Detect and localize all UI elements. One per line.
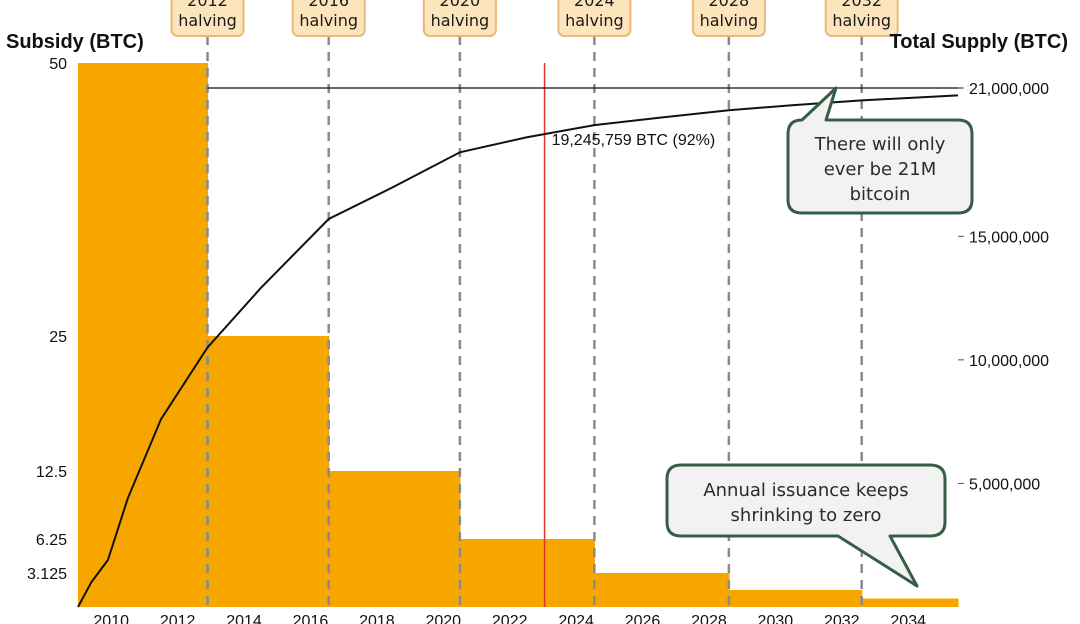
halving-label-year: 2028 (709, 0, 750, 10)
callout-issuance-line-2: shrinking to zero (731, 505, 882, 526)
x-tick-label: 2026 (625, 613, 661, 624)
callout-issuance-line-1: Annual issuance keeps (703, 480, 908, 501)
x-tick-label: 2030 (758, 613, 794, 624)
callout-21m-bubble (786, 86, 974, 215)
right-axis-ticks: 21,000,000 15,000,000 10,000,000 5,000,000 (958, 81, 1049, 493)
halving-label-word: halving (178, 11, 237, 30)
subsidy-bar-1 (78, 63, 209, 607)
halving-label-box (170, 0, 245, 37)
halving-label-year: 2032 (841, 0, 882, 10)
halving-label-year: 2020 (440, 0, 481, 10)
x-tick-label: 2010 (93, 613, 129, 624)
x-tick-label: 2020 (425, 613, 461, 624)
halving-label-word: halving (700, 11, 759, 30)
right-tick-label: 15,000,000 (969, 229, 1049, 246)
callout-issuance-bubble (665, 463, 947, 588)
left-axis-title: Subsidy (BTC) (6, 31, 144, 53)
left-tick-label: 3.125 (27, 566, 67, 583)
right-tick-label: 10,000,000 (969, 353, 1049, 370)
subsidy-bar-4 (459, 539, 595, 607)
x-tick-label: 2032 (824, 613, 860, 624)
halving-label-year: 2024 (574, 0, 615, 10)
halving-label-box (557, 0, 632, 37)
right-tick-label: 5,000,000 (969, 476, 1040, 493)
x-tick-label: 2018 (359, 613, 395, 624)
subsidy-bar-7 (861, 598, 959, 607)
callout-21m-line-3: bitcoin (850, 184, 911, 205)
subsidy-bar-3 (328, 471, 461, 607)
halving-label-word: halving (832, 11, 891, 30)
x-tick-label: 2028 (691, 613, 727, 624)
left-axis-ticks: 50 25 12.5 6.25 3.125 (27, 56, 67, 583)
halving-label-word: halving (431, 11, 490, 30)
callout-21m-line-2: ever be 21M (824, 159, 937, 180)
halving-labels: 2012halving2016halving2020halving2024hal… (170, 0, 899, 37)
x-tick-label: 2012 (160, 613, 196, 624)
subsidy-bars (78, 63, 959, 607)
x-tick-label: 2014 (226, 613, 262, 624)
x-tick-label: 2022 (492, 613, 528, 624)
x-axis-ticks: 2010 2012 2014 2016 2018 2020 2022 2024 2026 2028… (93, 613, 926, 624)
total-supply-curve-group (77, 94, 959, 608)
left-tick-label: 25 (49, 329, 67, 346)
current-marker: 19,245,759 BTC (92%) (543, 63, 716, 607)
right-tick-label: 21,000,000 (969, 81, 1049, 98)
callout-21m-line-1: There will only (814, 134, 946, 155)
left-tick-label: 50 (49, 56, 67, 73)
halving-label-box (824, 0, 899, 37)
halving-label-year: 2016 (308, 0, 349, 10)
halving-label-word: halving (299, 11, 358, 30)
halving-label-box (691, 0, 766, 37)
x-tick-label: 2024 (558, 613, 594, 624)
total-supply-curve (77, 94, 959, 608)
x-tick-label: 2016 (293, 613, 329, 624)
left-tick-label: 6.25 (36, 532, 67, 549)
halving-label-box (422, 0, 497, 37)
subsidy-bar-5 (594, 573, 730, 607)
callout-21m: There will only ever be 21M bitcoin (786, 86, 974, 215)
x-tick-label: 2034 (890, 613, 926, 624)
halving-label-word: halving (565, 11, 624, 30)
callouts: There will only ever be 21M bitcoin Annual … (665, 86, 974, 588)
right-axis-title: Total Supply (BTC) (890, 31, 1069, 53)
current-supply-label: 19,245,759 BTC (92%) (552, 132, 716, 149)
left-tick-label: 12.5 (36, 464, 67, 481)
callout-issuance: Annual issuance keeps shrinking to zero (665, 463, 947, 588)
halving-label-box (291, 0, 366, 37)
halving-label-year: 2012 (187, 0, 228, 10)
subsidy-bar-2 (207, 336, 330, 607)
subsidy-bar-6 (728, 590, 863, 607)
